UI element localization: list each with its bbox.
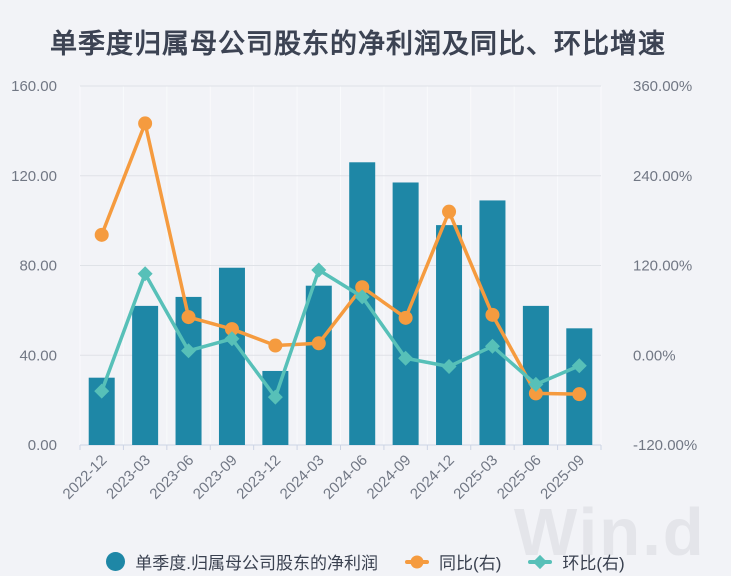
bar-2023-03[interactable] xyxy=(132,305,159,445)
bar-2023-09[interactable] xyxy=(218,267,245,445)
qoq-point-2025-06[interactable] xyxy=(528,376,544,392)
left-axis-tick-label: 160.00 xyxy=(11,78,57,95)
x-axis-label: 2025-06 xyxy=(494,452,545,503)
legend-item-yoy[interactable]: 同比(右) xyxy=(405,549,501,574)
qoq-point-2023-03[interactable] xyxy=(137,266,153,282)
x-axis-label: 2023-09 xyxy=(190,452,241,503)
yoy-point-2024-09[interactable] xyxy=(398,310,413,325)
left-axis-tick-label: 40.00 xyxy=(19,347,57,364)
x-axis-label: 2024-12 xyxy=(407,452,458,503)
bar-2024-03[interactable] xyxy=(305,285,332,445)
yoy-series-marker-icon xyxy=(405,555,430,568)
left-axis-tick-label: 120.00 xyxy=(11,168,57,185)
yoy-point-2023-03[interactable] xyxy=(138,116,153,131)
qoq-point-2025-09[interactable] xyxy=(571,358,587,374)
left-axis-tick-label: 0.00 xyxy=(28,437,57,454)
qoq-point-2024-06[interactable] xyxy=(354,289,370,305)
right-axis-tick-label: 360.00% xyxy=(633,78,692,95)
right-axis-tick-label: 0.00% xyxy=(633,347,676,364)
right-axis-tick-label: 240.00% xyxy=(633,168,692,185)
qoq-point-2022-12[interactable] xyxy=(94,383,110,399)
qoq-point-2025-03[interactable] xyxy=(484,338,500,354)
bar-2025-03[interactable] xyxy=(479,200,506,445)
yoy-point-2025-09[interactable] xyxy=(572,387,587,402)
yoy-point-2023-09[interactable] xyxy=(224,322,239,337)
legend-label-qoq: 环比(右) xyxy=(562,554,625,573)
x-axis-label: 2023-06 xyxy=(146,452,197,503)
qoq-point-2023-09[interactable] xyxy=(224,331,240,347)
qoq-point-2024-12[interactable] xyxy=(441,358,457,374)
x-axis-label: 2025-09 xyxy=(537,452,588,503)
right-axis-tick-label: -120.00% xyxy=(633,437,697,454)
x-axis-label: 2025-03 xyxy=(450,452,501,503)
legend-label-net-profit: 单季度.归属母公司股东的净利润 xyxy=(135,554,379,573)
legend-label-yoy: 同比(右) xyxy=(439,554,502,573)
bar-2024-12[interactable] xyxy=(436,225,463,445)
x-axis-label: 2022-12 xyxy=(60,452,111,503)
qoq-point-2024-03[interactable] xyxy=(311,262,327,278)
right-axis-tick-label: 120.00% xyxy=(633,258,692,275)
legend-item-qoq[interactable]: 环比(右) xyxy=(528,549,625,574)
yoy-point-2025-03[interactable] xyxy=(485,307,500,322)
bar-2025-09[interactable] xyxy=(566,328,593,445)
yoy-point-2024-06[interactable] xyxy=(355,280,370,295)
qoq-line xyxy=(99,268,582,399)
x-axis-label: 2024-03 xyxy=(277,452,328,503)
qoq-point-2023-06[interactable] xyxy=(181,343,197,359)
yoy-point-2025-06[interactable] xyxy=(528,386,543,401)
yoy-point-2024-03[interactable] xyxy=(311,336,326,351)
x-axis-label: 2023-12 xyxy=(233,452,284,503)
qoq-series-marker-icon xyxy=(528,554,553,569)
yoy-line xyxy=(99,121,582,396)
x-axis-label: 2023-03 xyxy=(103,452,154,503)
chart-title: 单季度归属母公司股东的净利润及同比、环比增速 xyxy=(50,29,666,59)
yoy-point-2023-06[interactable] xyxy=(181,310,196,325)
yoy-point-2023-12[interactable] xyxy=(268,338,283,353)
wind-watermark: Win.d xyxy=(514,495,706,570)
left-axis-tick-label: 80.00 xyxy=(19,258,57,275)
bar-series-marker-icon xyxy=(106,552,126,571)
legend-item-net-profit[interactable]: 单季度.归属母公司股东的净利润 xyxy=(106,549,378,574)
yoy-point-2024-12[interactable] xyxy=(442,204,457,219)
qoq-point-2023-12[interactable] xyxy=(267,389,283,405)
x-axis-label: 2024-09 xyxy=(363,452,414,503)
legend: 单季度.归属母公司股东的净利润 同比(右) 环比(右) xyxy=(0,549,731,574)
qoq-point-2024-09[interactable] xyxy=(398,350,414,366)
yoy-point-2022-12[interactable] xyxy=(94,227,109,242)
x-axis-label: 2024-06 xyxy=(320,452,371,503)
